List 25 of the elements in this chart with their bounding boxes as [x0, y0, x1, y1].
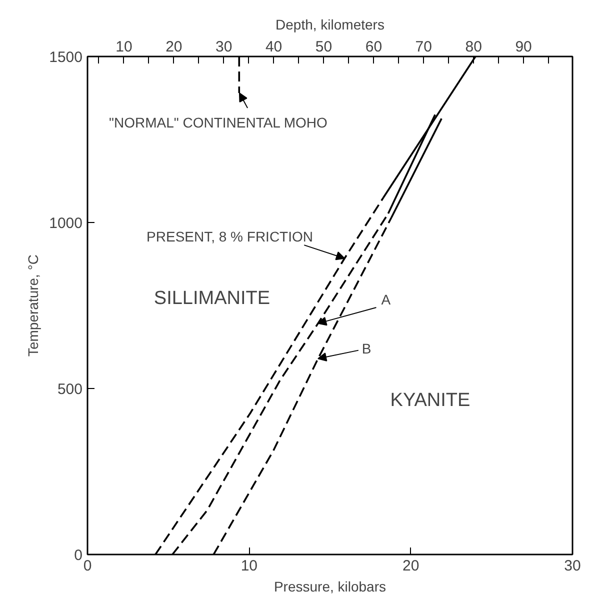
x2-tick-label: 80: [465, 38, 482, 56]
annotation: SILLIMANITE: [154, 288, 270, 310]
x-tick-label: 10: [240, 558, 258, 574]
annotation: KYANITE: [390, 390, 470, 411]
y-tick-label: 500: [57, 381, 83, 398]
y-axis-title: Temperature, °C: [25, 254, 42, 357]
x2-axis-title: Depth, kilometers: [276, 16, 384, 32]
y-tick-label: 0: [74, 547, 82, 564]
x2-tick-label: 40: [265, 38, 282, 56]
annotation: A: [381, 292, 392, 308]
x-tick-label: 30: [564, 558, 581, 574]
x-axis-title: Pressure, kilobars: [274, 578, 386, 594]
y-tick-label: 1500: [49, 49, 83, 66]
x2-tick-label: 10: [116, 38, 132, 56]
x2-tick-label: 70: [415, 38, 432, 56]
y-tick-label: 1000: [49, 215, 83, 232]
x2-tick-label: 50: [315, 38, 332, 56]
x2-tick-label: 20: [166, 38, 182, 56]
x2-tick-label: 90: [515, 38, 532, 56]
annotation: PRESENT, 8 % FRICTION: [146, 228, 313, 244]
x-tick-label: 20: [402, 558, 420, 574]
annotation: "NORMAL" CONTINENTAL MOHO: [108, 114, 328, 131]
x2-tick-label: 30: [216, 38, 232, 56]
x2-tick-label: 60: [365, 38, 382, 56]
annotation: B: [362, 340, 372, 357]
